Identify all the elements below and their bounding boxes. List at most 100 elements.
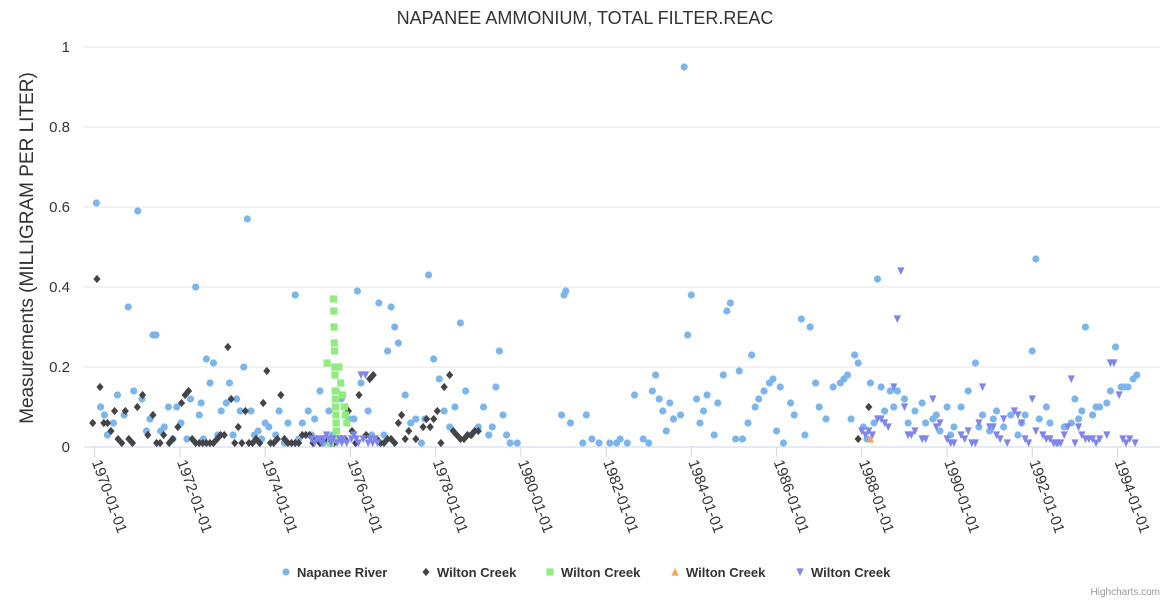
data-point — [582, 411, 590, 419]
data-point — [503, 431, 511, 439]
data-point — [1014, 431, 1022, 439]
data-point — [323, 359, 331, 367]
data-point — [222, 399, 230, 407]
data-point — [815, 403, 823, 411]
data-point — [843, 371, 852, 379]
data-point — [337, 379, 345, 387]
data-point — [738, 435, 747, 443]
data-point — [513, 439, 521, 447]
data-point — [357, 379, 365, 387]
legend-label[interactable]: Wilton Creek — [561, 565, 641, 580]
series-1 — [92, 63, 1141, 447]
data-point — [430, 355, 438, 363]
data-point — [921, 419, 930, 427]
data-point — [1133, 371, 1141, 379]
data-point — [197, 399, 205, 407]
data-point — [769, 375, 777, 383]
x-tick-label: 1994-01-01 — [1111, 458, 1153, 536]
legend-label[interactable]: Napanee River — [297, 565, 387, 580]
data-point — [412, 434, 420, 444]
legend-symbol — [671, 567, 679, 576]
data-point — [183, 435, 191, 443]
data-point — [866, 434, 875, 443]
legend: Napanee River Wilton Creek Wilton Creek Wil… — [282, 565, 891, 580]
legend-item[interactable]: Wilton Creek — [671, 565, 766, 580]
data-point — [779, 439, 788, 447]
data-point — [343, 419, 351, 427]
data-point — [710, 431, 718, 439]
data-point — [696, 419, 704, 427]
y-tick-label: 0.4 — [49, 279, 70, 296]
data-point — [692, 395, 701, 403]
data-point — [252, 434, 260, 444]
data-point — [772, 427, 781, 435]
legend-item[interactable]: Wilton Creek — [796, 565, 891, 580]
data-point — [492, 383, 500, 391]
data-point — [186, 395, 195, 403]
legend-label[interactable]: Wilton Creek — [811, 565, 891, 580]
data-point — [430, 414, 438, 424]
legend-label[interactable]: Wilton Creek — [437, 565, 517, 580]
data-point — [1003, 439, 1011, 448]
data-point — [865, 427, 873, 436]
x-tick-label: 1974-01-01 — [258, 458, 300, 536]
data-point — [315, 435, 323, 444]
data-point — [254, 427, 262, 435]
x-tick-label: 1982-01-01 — [599, 458, 641, 536]
data-point — [340, 435, 348, 444]
data-point — [202, 355, 210, 363]
data-point — [460, 434, 468, 444]
data-point — [655, 395, 663, 403]
data-point — [353, 287, 361, 295]
data-point — [751, 403, 759, 411]
legend-item[interactable]: Wilton Creek — [546, 565, 641, 580]
data-point — [227, 394, 235, 404]
data-point — [760, 387, 768, 395]
data-point — [273, 434, 281, 444]
data-point — [202, 438, 210, 448]
data-point — [275, 407, 283, 415]
data-point — [811, 379, 820, 387]
data-point — [806, 323, 814, 331]
data-point — [1111, 343, 1120, 351]
data-point — [495, 347, 503, 355]
legend-item[interactable]: Napanee River — [282, 565, 387, 580]
data-point — [330, 323, 338, 331]
credits-link[interactable]: Highcharts.com — [1091, 587, 1160, 598]
x-tick-label: 1970-01-01 — [88, 458, 130, 536]
data-point — [184, 386, 193, 396]
data-point — [160, 430, 168, 440]
data-point — [861, 431, 869, 440]
data-point — [329, 435, 337, 444]
legend-symbol — [796, 568, 804, 577]
data-point — [401, 391, 409, 399]
data-point — [790, 411, 798, 419]
data-point — [238, 438, 246, 448]
data-point — [391, 323, 399, 331]
data-point — [943, 403, 951, 411]
data-point — [890, 383, 898, 392]
data-point — [343, 439, 351, 448]
data-point — [699, 407, 708, 415]
data-point — [103, 431, 112, 439]
series-3 — [323, 295, 351, 447]
legend-label[interactable]: Wilton Creek — [686, 565, 766, 580]
data-point — [557, 411, 566, 419]
data-point — [957, 403, 965, 411]
data-point — [419, 422, 427, 432]
data-point — [1103, 431, 1111, 440]
data-point — [1064, 423, 1072, 432]
data-point — [851, 351, 859, 359]
y-tick-label: 0 — [62, 439, 70, 456]
legend-item[interactable]: Wilton Creek — [422, 565, 517, 580]
data-point — [961, 435, 969, 444]
data-point — [217, 407, 225, 415]
data-point — [291, 291, 299, 299]
data-point — [247, 407, 255, 415]
data-point — [676, 411, 685, 419]
data-point — [996, 435, 1004, 444]
data-point — [270, 438, 278, 448]
data-point — [463, 430, 472, 440]
data-point — [735, 367, 743, 375]
data-point — [383, 347, 392, 355]
